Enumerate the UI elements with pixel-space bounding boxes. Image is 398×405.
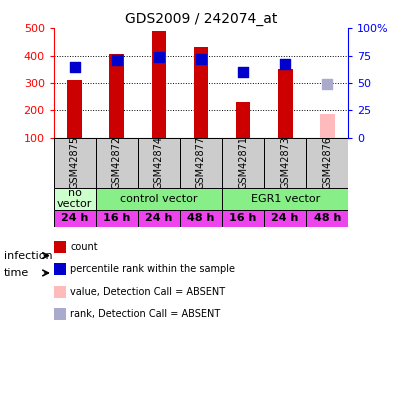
Text: GSM42876: GSM42876: [322, 136, 332, 189]
Bar: [54, 210, 96, 227]
Text: 24 h: 24 h: [271, 213, 299, 223]
Point: [72, 64, 78, 70]
Text: GSM42874: GSM42874: [154, 136, 164, 189]
Text: GSM42875: GSM42875: [70, 136, 80, 189]
Bar: [264, 138, 306, 188]
Point: [156, 53, 162, 60]
Text: 48 h: 48 h: [314, 213, 341, 223]
Bar: [54, 138, 96, 188]
Text: GSM42877: GSM42877: [196, 136, 206, 189]
Bar: [138, 138, 180, 188]
Bar: [54, 188, 96, 210]
Text: 48 h: 48 h: [187, 213, 215, 223]
Text: percentile rank within the sample: percentile rank within the sample: [70, 264, 236, 274]
Bar: [222, 188, 348, 210]
Point: [198, 56, 204, 62]
Text: 16 h: 16 h: [103, 213, 131, 223]
Bar: [222, 138, 264, 188]
Text: 24 h: 24 h: [61, 213, 88, 223]
Text: GSM42872: GSM42872: [112, 136, 122, 189]
Point: [240, 69, 246, 75]
Bar: [109, 54, 124, 138]
Bar: [320, 115, 335, 138]
Bar: [264, 210, 306, 227]
Title: GDS2009 / 242074_at: GDS2009 / 242074_at: [125, 12, 277, 26]
Bar: [194, 47, 209, 138]
Text: 16 h: 16 h: [229, 213, 257, 223]
Bar: [96, 188, 222, 210]
Bar: [152, 31, 166, 138]
Point: [282, 61, 288, 68]
Text: value, Detection Call = ABSENT: value, Detection Call = ABSENT: [70, 287, 226, 296]
Bar: [96, 210, 138, 227]
Text: 24 h: 24 h: [145, 213, 173, 223]
Text: GSM42873: GSM42873: [280, 136, 290, 189]
Bar: [222, 210, 264, 227]
Bar: [96, 138, 138, 188]
Bar: [306, 210, 348, 227]
Point: [114, 57, 120, 63]
Bar: [278, 69, 293, 138]
Bar: [180, 138, 222, 188]
Text: EGR1 vector: EGR1 vector: [250, 194, 320, 204]
Bar: [306, 138, 348, 188]
Bar: [236, 102, 250, 138]
Text: time: time: [4, 269, 29, 278]
Text: infection: infection: [4, 251, 53, 261]
Point: [324, 81, 330, 87]
Text: no
vector: no vector: [57, 188, 92, 209]
Bar: [138, 210, 180, 227]
Text: control vector: control vector: [120, 194, 198, 204]
Text: rank, Detection Call = ABSENT: rank, Detection Call = ABSENT: [70, 309, 221, 319]
Text: GSM42871: GSM42871: [238, 136, 248, 189]
Text: count: count: [70, 242, 98, 252]
Bar: [67, 80, 82, 138]
Bar: [180, 210, 222, 227]
